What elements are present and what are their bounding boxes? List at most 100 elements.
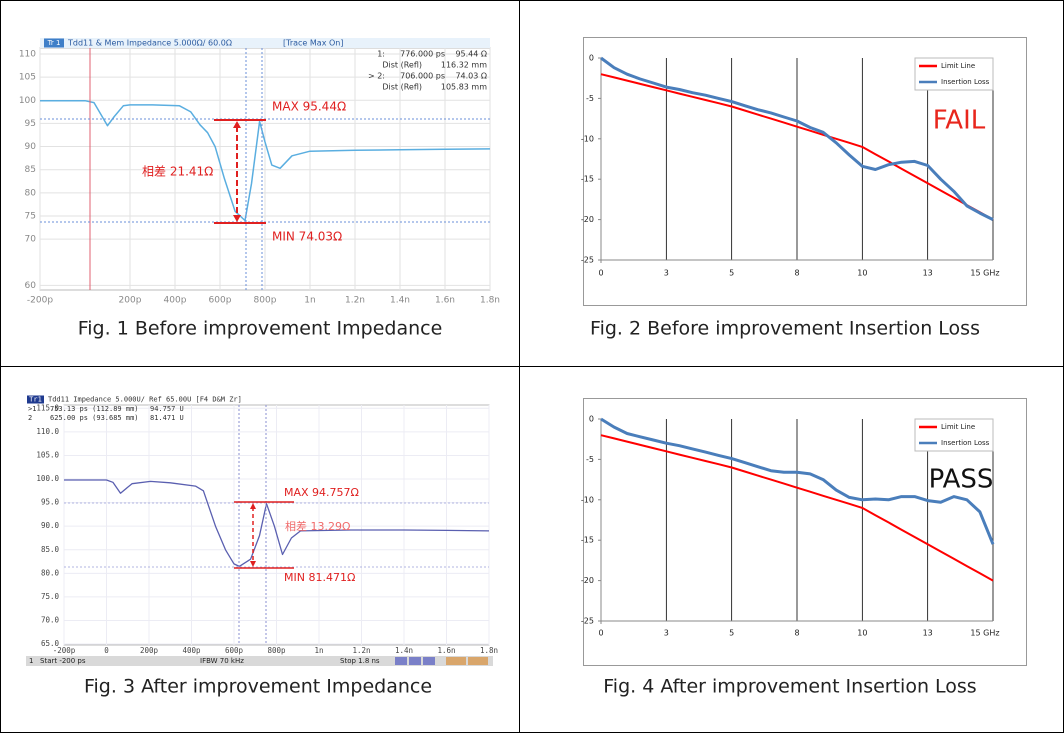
y-tick-label: 85 — [25, 165, 36, 175]
annotation: MIN 81.471Ω — [284, 571, 355, 584]
annotation: 相差 13.29Ω — [285, 519, 350, 533]
y-tick-label: 105 — [19, 73, 36, 83]
series-line — [600, 417, 995, 545]
y-tick-label: 110 — [19, 50, 36, 60]
y-tick-label: 95.0 — [41, 498, 60, 507]
status-text: 1 — [29, 657, 33, 665]
x-tick-label: 1.8n — [480, 296, 500, 306]
x-tick-label: 1.6n — [437, 646, 455, 655]
marker-readout: 2 — [28, 414, 32, 422]
trace-label: Tr 1 — [47, 39, 61, 47]
series-line — [64, 479, 490, 568]
y-tick-label: -15 — [581, 536, 594, 545]
annotation: MAX 95.44Ω — [272, 100, 346, 114]
y-tick-label: 80 — [25, 188, 37, 198]
status-box — [423, 657, 435, 665]
y-tick-label: 110.0 — [36, 427, 59, 436]
x-tick-label: 400p — [164, 296, 187, 306]
x-tick-label: 1.6n — [435, 296, 455, 306]
y-tick-label: 100 — [19, 96, 36, 106]
x-tick-label: 1.2n — [352, 646, 370, 655]
chart-title: Tdd11 Impedance 5.000U/ Ref 65.00U [F4 D… — [48, 396, 242, 404]
x-tick-label: 0 — [104, 646, 109, 655]
status-text: Stop 1.8 ns — [340, 657, 380, 665]
y-tick-label: 90 — [25, 142, 37, 152]
trace-status: [Trace Max On] — [283, 39, 343, 48]
y-tick-label: -15 — [581, 175, 594, 184]
series-line — [600, 56, 994, 221]
legend-label: Limit Line — [941, 423, 975, 431]
x-tick-label: 600p — [209, 296, 232, 306]
x-tick-label: 10 — [857, 629, 867, 638]
x-tick-label: 3 — [664, 629, 669, 638]
status-bar — [26, 656, 493, 666]
chart-title: Tdd11 & Mem Impedance 5.000Ω/ 60.0Ω — [67, 39, 232, 48]
x-tick-label: 600p — [225, 646, 244, 655]
trace-badge — [27, 395, 44, 404]
x-tick-label: 200p — [140, 646, 159, 655]
y-tick-label: -20 — [581, 215, 594, 224]
status-box — [409, 657, 421, 665]
marker-readout: > 2: — [368, 72, 385, 81]
y-tick-label: 0 — [589, 54, 594, 63]
y-tick-label: 75 — [25, 211, 36, 221]
x-tick-label: 8 — [794, 629, 799, 638]
x-tick-label: 15 GHz — [970, 269, 999, 278]
marker-readout: Dist (Refl) — [382, 61, 422, 70]
annotation: MIN 74.03Ω — [272, 230, 342, 244]
x-tick-label: 5 — [729, 269, 734, 278]
caption: Fig. 4 After improvement Insertion Loss — [603, 676, 976, 698]
x-tick-label: 800p — [267, 646, 286, 655]
marker-readout: Dist (Refl) — [382, 83, 422, 92]
legend-label: Insertion Loss — [941, 439, 990, 447]
annotation: MAX 94.757Ω — [284, 486, 359, 499]
annotation-graphics — [40, 48, 490, 645]
annotation: 相差 21.41Ω — [142, 165, 213, 179]
y-tick-label: 90.0 — [41, 521, 60, 530]
y-tick-label: -5 — [586, 94, 594, 103]
x-tick-label: 15 GHz — [970, 629, 999, 638]
header-bar — [40, 38, 490, 48]
marker-readout: 706.000 ps — [400, 72, 445, 81]
annotation: FAIL — [933, 106, 986, 136]
y-tick-label: -25 — [581, 256, 594, 265]
marker-readout: 1: — [377, 50, 385, 59]
y-tick-label: 0 — [589, 415, 594, 424]
header-bar — [26, 395, 489, 404]
marker-readout: 116.32 mm — [441, 61, 487, 70]
x-tick-label: 13 — [923, 629, 933, 638]
series-line — [600, 434, 994, 582]
y-tick-label: -5 — [586, 455, 594, 464]
status-box — [395, 657, 407, 665]
x-tick-label: -200p — [53, 646, 76, 655]
x-tick-label: 0 — [598, 629, 603, 638]
legend-label: Limit Line — [941, 62, 975, 70]
x-tick-label: -200p — [27, 296, 53, 306]
y-tick-label: 100.0 — [36, 474, 59, 483]
status-text: Start -200 ps — [40, 657, 86, 665]
annotation: PASS — [929, 465, 994, 495]
legend-label: Insertion Loss — [941, 78, 990, 86]
y-tick-label: 80.0 — [41, 568, 60, 577]
x-tick-label: 1.4n — [390, 296, 410, 306]
status-box — [468, 657, 488, 665]
x-tick-label: 1.4n — [395, 646, 413, 655]
legend-box — [914, 418, 994, 452]
y-tick-label: -25 — [581, 617, 594, 626]
status-text: IFBW 70 kHz — [200, 657, 244, 665]
y-tick-label: 65.0 — [41, 639, 60, 648]
y-tick-label: 60 — [25, 281, 37, 291]
series-line — [600, 73, 994, 221]
marker-readout: 753.13 ps (112.89 mm) — [50, 405, 139, 413]
x-tick-label: 8 — [794, 269, 799, 278]
marker-readout: 81.471 U — [150, 414, 184, 422]
trace-label: Tr1 — [29, 396, 42, 404]
y-tick-label: 70.0 — [41, 615, 60, 624]
y-tick-label: 95 — [25, 119, 36, 129]
y-tick-label: -20 — [581, 576, 594, 585]
caption: Fig. 1 Before improvement Impedance — [78, 318, 443, 340]
x-tick-label: 1.2n — [345, 296, 365, 306]
caption: Fig. 3 After improvement Impedance — [84, 676, 432, 698]
x-tick-label: 800p — [254, 296, 277, 306]
